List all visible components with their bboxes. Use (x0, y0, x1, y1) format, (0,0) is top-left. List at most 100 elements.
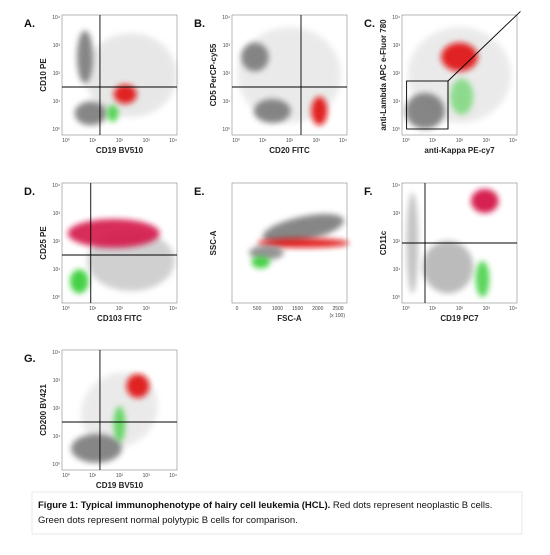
x-tick-label: 10³ (143, 306, 151, 312)
x-axis-label: CD19 BV510 (96, 146, 144, 155)
x-tick-label: 1500 (292, 306, 303, 312)
y-axis-label: CD200 BV421 (39, 384, 48, 436)
x-tick-label: 10¹ (89, 138, 97, 144)
plot-frame (231, 14, 348, 136)
y-tick-label: 10² (393, 71, 401, 77)
y-tick-label: 10¹ (53, 99, 61, 105)
panel-letter: A. (24, 18, 35, 30)
y-tick-label: 10¹ (53, 267, 61, 273)
panel: E. FSC-A SSC-A 0 500 1000 1500 2000 2500(x 100) (194, 182, 350, 323)
caption-line-2: Green dots represent normal polytypic B … (38, 515, 298, 526)
cell-cloud (85, 33, 177, 117)
y-tick-label: 10⁴ (52, 350, 60, 356)
y-tick-label: 10² (53, 239, 61, 245)
cell-cloud (74, 101, 107, 126)
x-tick-label: 10¹ (429, 138, 437, 144)
cell-cloud (113, 406, 126, 443)
x-tick-label: 10² (116, 473, 124, 479)
x-axis-label: CD103 FITC (97, 314, 142, 323)
cell-cloud (241, 42, 269, 72)
y-tick-label: 10² (393, 239, 401, 245)
x-tick-label: 10² (456, 138, 464, 144)
x-tick-label: 500 (253, 306, 262, 312)
cell-cloud (475, 261, 490, 297)
x-tick-label: 10³ (313, 138, 321, 144)
y-tick-label: 10¹ (393, 267, 401, 273)
y-tick-label: 10³ (53, 378, 61, 384)
x-tick-label: 0 (236, 306, 239, 312)
x-tick-label: 10³ (143, 138, 151, 144)
x-unit: (x 100) (329, 313, 345, 319)
y-tick-label: 10³ (393, 43, 401, 49)
y-tick-label: 10⁴ (392, 15, 400, 21)
x-tick-label: 10⁴ (169, 473, 177, 479)
x-tick-label: 10³ (483, 138, 491, 144)
x-tick-label: 10⁰ (62, 473, 70, 479)
x-tick-label: 10⁴ (169, 306, 177, 312)
cell-cloud (262, 214, 344, 244)
x-tick-label: 10¹ (429, 306, 437, 312)
cell-cloud (67, 219, 160, 248)
y-tick-label: 10⁰ (392, 295, 400, 301)
cell-cloud (106, 105, 119, 122)
x-tick-label: 10⁰ (402, 306, 410, 312)
y-tick-label: 10⁴ (222, 15, 230, 21)
cell-cloud (422, 240, 474, 294)
x-tick-label: 10⁴ (169, 138, 177, 144)
cell-cloud (471, 189, 499, 213)
cell-cloud (113, 84, 137, 104)
plot-frame (61, 182, 178, 304)
y-axis-label: CD25 PE (39, 226, 48, 260)
y-tick-label: 10⁰ (52, 127, 60, 133)
x-tick-label: 10³ (483, 306, 491, 312)
cell-cloud (311, 96, 328, 126)
y-tick-label: 10¹ (53, 434, 61, 440)
panel-letter: B. (194, 18, 205, 30)
x-tick-label: 2500 (332, 306, 343, 312)
y-tick-label: 10³ (53, 43, 61, 49)
panel-letter: D. (24, 186, 35, 198)
cell-cloud (126, 374, 150, 398)
x-tick-label: 10² (116, 138, 124, 144)
caption-bold: Figure 1: Typical immunophenotype of hai… (38, 500, 330, 511)
x-axis-label: FSC-A (277, 314, 302, 323)
x-tick-label: 1000 (272, 306, 283, 312)
y-tick-label: 10² (223, 71, 231, 77)
y-axis-label: CD10 PE (39, 58, 48, 92)
y-tick-label: 10³ (393, 211, 401, 217)
panel: C. anti-Kappa PE-cy7 anti-Lambda APC e-Flu… (364, 11, 521, 155)
x-tick-label: 10¹ (89, 306, 97, 312)
x-tick-label: 10¹ (89, 473, 97, 479)
y-tick-label: 10⁴ (392, 183, 400, 189)
plot-frame (61, 14, 178, 136)
y-tick-label: 10⁴ (52, 15, 60, 21)
x-tick-label: 2000 (312, 306, 323, 312)
x-axis-label: CD19 PC7 (440, 314, 479, 323)
x-tick-label: 10⁴ (509, 306, 517, 312)
y-axis-label: anti-Lambda APC e-Fluor 780 (379, 19, 388, 131)
y-tick-label: 10⁰ (52, 462, 60, 468)
cell-cloud (405, 93, 445, 129)
x-tick-label: 10³ (143, 473, 151, 479)
cell-cloud (76, 30, 94, 84)
cell-cloud (251, 256, 270, 269)
cell-cloud (441, 42, 478, 72)
panel-letter: F. (364, 186, 373, 198)
y-tick-label: 10¹ (223, 99, 231, 105)
x-axis-label: CD19 BV510 (96, 481, 144, 490)
y-axis-label: SSC-A (209, 230, 218, 255)
x-tick-label: 10⁰ (62, 138, 70, 144)
plot-frame (401, 14, 518, 136)
cell-cloud (257, 238, 350, 248)
y-tick-label: 10³ (53, 211, 61, 217)
caption-line-1: Figure 1: Typical immunophenotype of hai… (38, 500, 492, 511)
cell-cloud (71, 434, 122, 463)
y-tick-label: 10² (53, 406, 61, 412)
x-tick-label: 10² (456, 306, 464, 312)
